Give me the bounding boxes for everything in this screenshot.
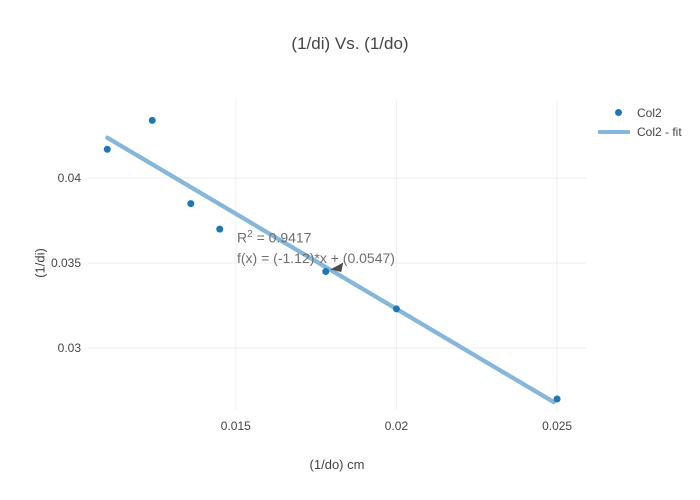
scatter-marker-icon xyxy=(615,109,622,116)
legend-marker xyxy=(596,122,634,141)
x-tick-label: 0.025 xyxy=(542,419,573,433)
scatter-point[interactable] xyxy=(553,395,561,403)
y-tick-label: 0.04 xyxy=(57,171,81,186)
x-axis-title: (1/do) cm xyxy=(309,457,365,472)
x-tick-label: 0.015 xyxy=(220,419,251,433)
y-tick-label: 0.03 xyxy=(57,341,81,355)
legend: Col2 Col2 - fit xyxy=(596,103,682,141)
line-marker-icon xyxy=(598,130,630,134)
fit-line[interactable] xyxy=(105,135,557,405)
scatter-point[interactable] xyxy=(187,200,195,208)
y-tick-label: 0.035 xyxy=(50,256,81,271)
x-tick-label: 0.02 xyxy=(384,419,409,433)
scatter-point[interactable] xyxy=(322,268,330,276)
scatter-point[interactable] xyxy=(216,225,224,233)
fit-annotation: R2 = 0.9417 f(x) = (-1.12)*x + (0.0547) xyxy=(237,225,395,268)
y-axis-title-text: (1/di) xyxy=(32,248,48,278)
legend-item-col2-fit[interactable]: Col2 - fit xyxy=(596,122,682,141)
annotation-arrowhead xyxy=(330,262,344,273)
scatter-point[interactable] xyxy=(148,116,156,124)
grid-lines xyxy=(88,100,586,410)
r-squared-text: R2 = 0.9417 xyxy=(237,229,312,246)
scatter-point[interactable] xyxy=(103,145,111,153)
legend-label: Col2 xyxy=(637,105,662,120)
scatter-point[interactable] xyxy=(392,305,400,313)
legend-label: Col2 - fit xyxy=(637,124,682,139)
fit-equation-text: f(x) = (-1.12)*x + (0.0547) xyxy=(237,249,395,266)
legend-item-col2[interactable]: Col2 xyxy=(596,103,682,122)
legend-marker xyxy=(596,103,634,122)
chart-title: (1/di) Vs. (1/do) xyxy=(291,34,409,53)
